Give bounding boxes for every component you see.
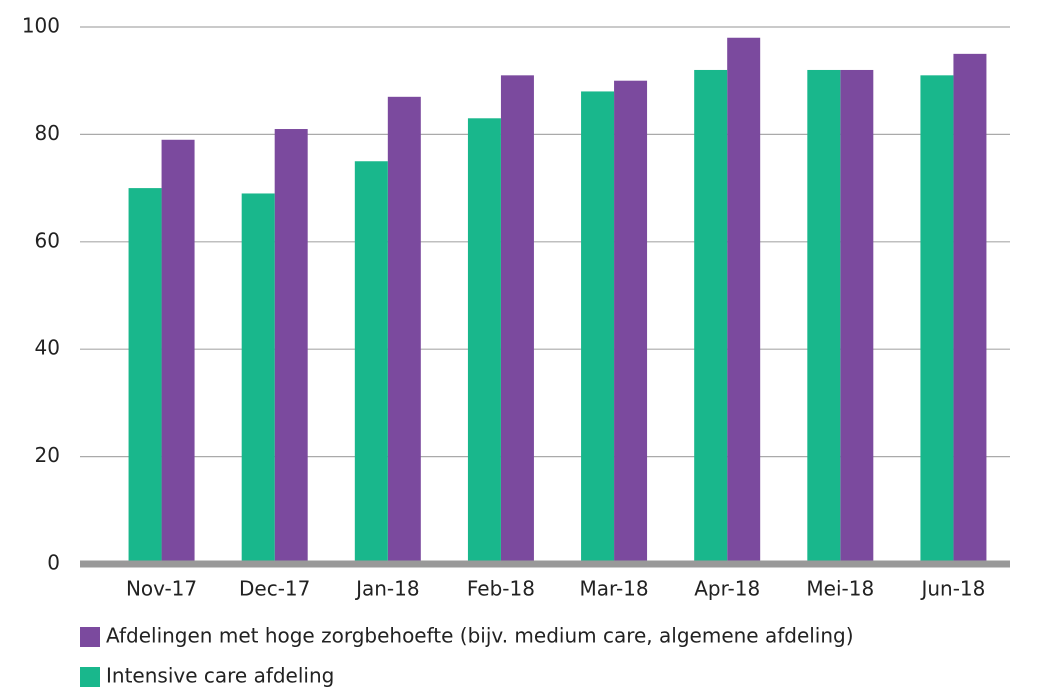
bar [840, 69, 874, 565]
bar [241, 193, 275, 564]
y-tick-label: 40 [35, 336, 60, 360]
x-tick-label: Feb-18 [467, 577, 535, 601]
bar [614, 80, 648, 564]
bar [920, 75, 954, 564]
legend-label: Afdelingen met hoge zorgbehoefte (bijv. … [106, 624, 854, 648]
bar [727, 37, 761, 565]
x-tick-label: Nov-17 [126, 577, 197, 601]
y-tick-label: 0 [47, 551, 60, 575]
bar [354, 161, 388, 564]
bar [581, 91, 615, 564]
bar [500, 75, 534, 564]
x-tick-label: Jun-18 [919, 577, 985, 601]
x-tick-label: Jan-18 [354, 577, 420, 601]
legend-label: Intensive care afdeling [106, 664, 334, 688]
bar [694, 69, 728, 565]
bar [953, 53, 987, 564]
y-tick-label: 60 [35, 228, 60, 252]
legend-swatch [80, 667, 100, 687]
y-tick-label: 100 [22, 14, 60, 38]
bar [387, 96, 421, 564]
bar [161, 139, 195, 564]
x-tick-label: Apr-18 [694, 577, 760, 601]
y-tick-label: 20 [35, 443, 60, 467]
bar [128, 188, 162, 564]
y-tick-label: 80 [35, 121, 60, 145]
bar [467, 118, 501, 564]
x-tick-label: Mei-18 [806, 577, 874, 601]
x-tick-label: Dec-17 [239, 577, 310, 601]
legend-swatch [80, 627, 100, 647]
bar [274, 129, 308, 564]
bar [807, 69, 841, 565]
x-tick-label: Mar-18 [580, 577, 649, 601]
